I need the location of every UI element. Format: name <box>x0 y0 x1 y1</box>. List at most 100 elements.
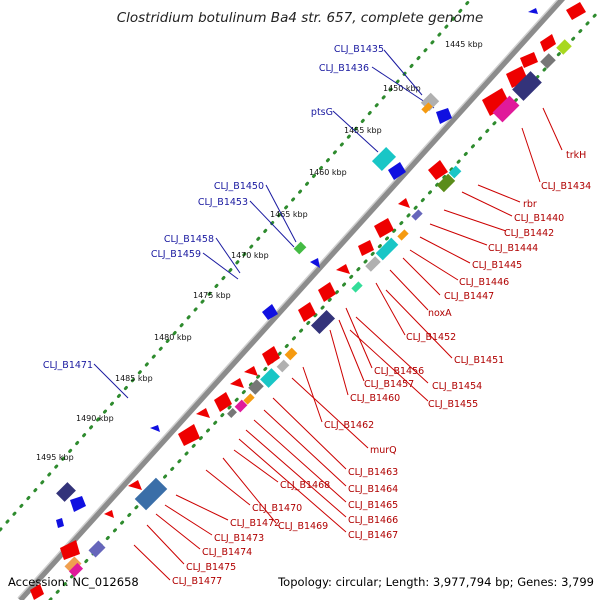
gene-box[interactable] <box>556 39 572 55</box>
gene-label[interactable]: CLJ_B1455 <box>428 399 478 410</box>
gene-label[interactable]: CLJ_B1471 <box>43 360 93 371</box>
gene-box[interactable] <box>436 173 456 193</box>
gene-label[interactable]: CLJ_B1451 <box>454 355 504 366</box>
gene-arrow[interactable] <box>520 52 538 68</box>
gene-box[interactable] <box>492 95 520 123</box>
gene-arrow[interactable] <box>482 88 510 116</box>
gene-label[interactable]: CLJ_B1442 <box>504 228 554 239</box>
gene-label[interactable]: ptsG <box>311 107 333 118</box>
gene-arrow[interactable] <box>298 302 316 322</box>
gene-label[interactable]: CLJ_B1447 <box>444 291 494 302</box>
gene-label[interactable]: CLJ_B1475 <box>186 562 236 573</box>
gene-arrow[interactable] <box>262 304 278 320</box>
gene-label[interactable]: CLJ_B1457 <box>364 379 414 390</box>
gene-box[interactable] <box>351 281 363 293</box>
gene-label[interactable]: CLJ_B1469 <box>278 521 328 532</box>
gene-label[interactable]: CLJ_B1474 <box>202 547 252 558</box>
gene-label[interactable]: CLJ_B1458 <box>164 234 214 245</box>
gene-label[interactable]: CLJ_B1465 <box>348 500 398 511</box>
gene-arrow[interactable] <box>318 282 336 302</box>
gene-label[interactable]: CLJ_B1463 <box>348 467 398 478</box>
gene-arrow[interactable] <box>60 540 80 560</box>
gene-box[interactable] <box>64 556 82 574</box>
gene-box[interactable] <box>365 256 381 272</box>
gene-arrow[interactable] <box>358 240 374 256</box>
gene-label[interactable]: murQ <box>370 445 397 456</box>
gene-label[interactable]: CLJ_B1453 <box>198 197 248 208</box>
gene-label[interactable]: CLJ_B1468 <box>280 480 330 491</box>
gene-label[interactable]: CLJ_B1440 <box>514 213 564 224</box>
gene-box[interactable] <box>227 408 237 418</box>
gene-box[interactable] <box>411 209 423 221</box>
gene-label[interactable]: CLJ_B1435 <box>334 44 384 55</box>
gene-box[interactable] <box>243 393 255 405</box>
gene-box[interactable] <box>88 540 106 558</box>
gene-arrow[interactable] <box>336 264 350 274</box>
gene-label[interactable]: CLJ_B1434 <box>541 181 591 192</box>
gene-arrow[interactable] <box>428 160 448 180</box>
gene-arrow[interactable] <box>150 425 160 432</box>
gene-arrow[interactable] <box>566 2 586 20</box>
gene-box[interactable] <box>310 309 336 335</box>
tick-label: 1460 kbp <box>309 168 347 177</box>
gene-label[interactable]: CLJ_B1477 <box>172 576 222 587</box>
gene-arrow[interactable] <box>196 408 210 418</box>
gene-label[interactable]: noxA <box>428 308 452 319</box>
gene-label[interactable]: rbr <box>523 199 537 210</box>
gene-arrow[interactable] <box>540 34 556 52</box>
gene-box[interactable] <box>56 482 76 502</box>
gene-label[interactable]: CLJ_B1466 <box>348 515 398 526</box>
tick-label: 1495 kbp <box>36 453 74 462</box>
gene-box[interactable] <box>512 71 542 101</box>
gene-box[interactable] <box>260 368 280 388</box>
gene-arrow[interactable] <box>262 346 280 366</box>
gene-label[interactable]: CLJ_B1452 <box>406 332 456 343</box>
gene-arrow[interactable] <box>30 584 44 600</box>
gene-arrow[interactable] <box>128 480 142 490</box>
gene-label[interactable]: CLJ_B1467 <box>348 530 398 541</box>
gene-label[interactable]: CLJ_B1462 <box>324 420 374 431</box>
gene-arrow[interactable] <box>214 392 232 412</box>
gene-arrow[interactable] <box>398 198 410 208</box>
gene-label[interactable]: CLJ_B1456 <box>374 366 424 377</box>
gene-arrow[interactable] <box>70 496 86 512</box>
gene-arrow[interactable] <box>178 424 200 446</box>
gene-label[interactable]: CLJ_B1470 <box>252 503 302 514</box>
gene-arrow[interactable] <box>230 378 244 388</box>
gene-box[interactable] <box>448 165 462 179</box>
gene-label[interactable]: CLJ_B1446 <box>459 277 509 288</box>
gene-label[interactable]: trkH <box>566 150 586 161</box>
gene-label[interactable]: CLJ_B1450 <box>214 181 264 192</box>
gene-box[interactable] <box>375 237 399 261</box>
gene-box[interactable] <box>68 562 84 578</box>
gene-box[interactable] <box>371 146 397 172</box>
gene-arrow[interactable] <box>528 8 538 14</box>
gene-label[interactable]: CLJ_B1459 <box>151 249 201 260</box>
gene-label[interactable]: CLJ_B1473 <box>214 533 264 544</box>
gene-label[interactable]: CLJ_B1464 <box>348 484 398 495</box>
gene-box[interactable] <box>284 347 298 361</box>
gene-arrow[interactable] <box>104 510 114 518</box>
gene-box[interactable] <box>134 477 168 511</box>
gene-arrow[interactable] <box>388 162 406 180</box>
gene-box[interactable] <box>248 379 264 395</box>
gene-arrow[interactable] <box>244 366 258 376</box>
gene-arrow[interactable] <box>56 518 64 528</box>
gene-arrow[interactable] <box>310 258 320 268</box>
gene-label[interactable]: CLJ_B1436 <box>319 63 369 74</box>
gene-label[interactable]: CLJ_B1445 <box>472 260 522 271</box>
gene-box[interactable] <box>276 359 290 373</box>
gene-arrow[interactable] <box>436 108 452 124</box>
gene-label[interactable]: CLJ_B1454 <box>432 381 482 392</box>
gene-box[interactable] <box>234 399 248 413</box>
gene-box[interactable] <box>540 53 556 69</box>
gene-arrow[interactable] <box>374 218 394 238</box>
gene-label[interactable]: CLJ_B1472 <box>230 518 280 529</box>
gene-box[interactable] <box>397 229 409 241</box>
gene-label[interactable]: CLJ_B1460 <box>350 393 400 404</box>
gene-box[interactable] <box>421 102 433 114</box>
gene-label[interactable]: CLJ_B1444 <box>488 243 538 254</box>
tick-label: 1450 kbp <box>383 84 421 93</box>
gene-box[interactable] <box>293 241 307 255</box>
